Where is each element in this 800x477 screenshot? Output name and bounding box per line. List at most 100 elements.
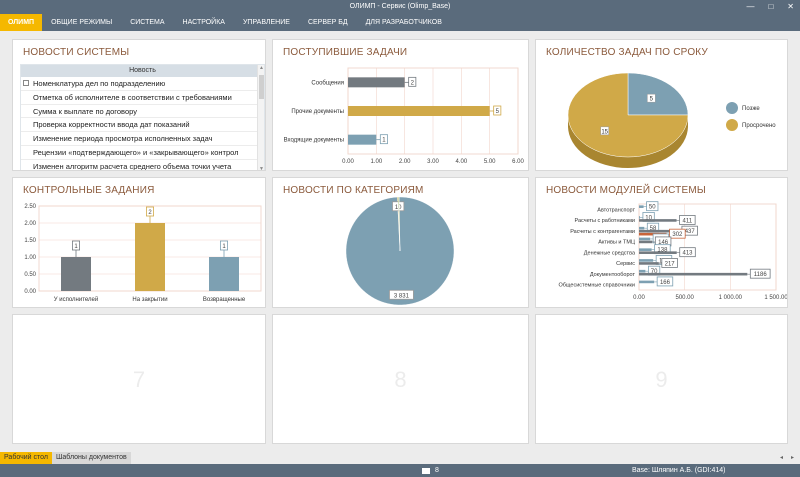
data-label-box [647, 93, 656, 103]
panel-title: НОВОСТИ СИСТЕМЫ [23, 47, 130, 58]
category-label: На закрытии [132, 297, 167, 303]
data-label-box [600, 126, 609, 136]
category-label: Прочие документы [291, 109, 344, 115]
data-label-box [379, 134, 388, 145]
bar [639, 216, 640, 219]
current-user: Base: Шляпин А.Б. (GDI:414) [632, 467, 726, 474]
category-label: Общесистемные справочники [559, 283, 636, 289]
data-label-box [72, 240, 81, 251]
category-label: Расчеты с контрагентами [570, 229, 635, 235]
news-row-text: Рецензии «подтверждающего» и «закрывающе… [33, 147, 239, 157]
panel-number: 8 [394, 367, 407, 392]
data-label-box [669, 228, 686, 239]
news-row[interactable]: Изменение периода просмотра исполненных … [21, 132, 264, 146]
mail-icon[interactable] [422, 467, 430, 474]
news-row-text: Проверка корректности ввода дат показани… [33, 120, 190, 130]
data-label: 1 [74, 244, 78, 250]
close-icon[interactable]: ✕ [787, 2, 794, 11]
pie-side [568, 115, 688, 168]
news-row-text: Изменен алгоритм расчета среднего объема… [33, 161, 232, 171]
category-label: Автотранспорт [597, 207, 635, 213]
news-by-category-panel: НОВОСТИ ПО КАТЕГОРИЯМ 3 831 10 [272, 177, 529, 308]
data-label: 138 [657, 248, 668, 254]
scroll-up-icon[interactable]: ▲ [259, 65, 264, 71]
data-label: 1 [222, 244, 226, 250]
bar [639, 272, 748, 276]
news-row[interactable]: Рецензии «подтверждающего» и «закрывающе… [21, 146, 264, 160]
news-row[interactable]: Отметка об исполнителе в соответствии с … [21, 91, 264, 105]
data-label: 2 [411, 80, 415, 86]
news-scrollbar[interactable]: ▲ ▼ [257, 65, 264, 171]
news-row[interactable]: Сумма к выплате по договору [21, 105, 264, 119]
news-row[interactable]: Изменен алгоритм расчета среднего объема… [21, 160, 264, 171]
tab-desktop[interactable]: Рабочий стол [0, 452, 52, 464]
data-label: 15 [601, 129, 608, 135]
news-row[interactable]: Проверка корректности ввода дат показани… [21, 118, 264, 133]
pie-slice [398, 196, 401, 252]
y-tick-label: 2.50 [24, 204, 36, 210]
empty-panel-7[interactable]: 7 [12, 314, 266, 444]
checkbox-icon[interactable] [23, 80, 29, 86]
category-label: Сервис [616, 261, 635, 267]
maximize-icon[interactable]: □ [768, 2, 774, 11]
menu-item-settings[interactable]: НАСТРОЙКА [182, 19, 225, 26]
data-label-box [749, 268, 771, 279]
news-column-header[interactable]: Новость [21, 65, 264, 77]
legend-label: Просрочено [742, 123, 776, 129]
scrollbar-thumb[interactable] [259, 75, 264, 99]
control-tasks-panel: КОНТРОЛЬНЫЕ ЗАДАНИЯ 0.00 0.50 1.00 1.50 2.00… [12, 177, 266, 308]
y-tick-label: 1.00 [24, 255, 36, 261]
menu-item-system[interactable]: СИСТЕМА [130, 19, 165, 26]
scroll-down-icon[interactable]: ▼ [259, 166, 264, 171]
panel-number: 7 [132, 367, 146, 392]
bar [639, 237, 651, 241]
window-controls: — □ ✕ [746, 0, 794, 14]
control-tasks-chart: 0.00 0.50 1.00 1.50 2.00 2.50 1 У исполнителей 2… [24, 204, 262, 303]
x-tick-label: 0.00 [633, 295, 645, 301]
bar [639, 280, 655, 284]
x-tick-label: 5.00 [484, 159, 496, 165]
data-label: 70 [651, 269, 658, 275]
bar [209, 257, 239, 291]
data-label: 437 [685, 229, 696, 235]
y-tick-label: 0.50 [24, 272, 36, 278]
menu-item-general-modes[interactable]: ОБЩИЕ РЕЖИМЫ [51, 19, 113, 26]
tab-navigation: ◂ ▸ [780, 452, 794, 464]
x-tick-label: 1 500.00 [764, 295, 788, 301]
empty-panel-9[interactable]: 9 [535, 314, 788, 444]
category-label: Возвращенные [203, 297, 246, 303]
y-tick-label: 1.50 [24, 238, 36, 244]
menu-item-olimp[interactable]: ОЛИМП [0, 14, 43, 31]
x-tick-label: 1 000.00 [719, 295, 743, 301]
x-tick-label: 0.00 [342, 159, 354, 165]
menu-item-management[interactable]: УПРАВЛЕНИЕ [242, 19, 290, 26]
data-label: 302 [672, 232, 683, 238]
tab-prev-icon[interactable]: ◂ [779, 455, 783, 461]
legend-label: Позже [742, 106, 760, 112]
news-row[interactable]: Номенклатура дел по подразделению [21, 77, 264, 91]
tab-document-templates[interactable]: Шаблоны документов [51, 452, 131, 464]
data-label-box [219, 240, 228, 251]
tab-next-icon[interactable]: ▸ [790, 455, 794, 461]
tasks-by-deadline-chart: 5 15 Позже Просрочено [567, 72, 776, 168]
minimize-icon[interactable]: — [746, 2, 755, 11]
module-news-chart: 0.00 500.00 1 000.00 1 500.00 Автотранспорт 5… [559, 201, 788, 301]
data-label-box [679, 247, 696, 258]
panel-title: КОНТРОЛЬНЫЕ ЗАДАНИЯ [23, 185, 155, 196]
panel-title: ПОСТУПИВШИЕ ЗАДАЧИ [283, 47, 408, 58]
bar [135, 223, 165, 291]
panel-title: НОВОСТИ ПО КАТЕГОРИЯМ [283, 185, 424, 196]
menu-item-db-server[interactable]: СЕРВЕР БД [307, 19, 348, 26]
menu-item-developers[interactable]: ДЛЯ РАЗРАБОТЧИКОВ [365, 19, 442, 26]
bar [639, 262, 659, 265]
data-label: 2 [148, 210, 152, 216]
empty-panel-8[interactable]: 8 [272, 314, 529, 444]
bar [639, 259, 654, 262]
data-label-box [646, 201, 659, 212]
y-tick-label: 0.00 [24, 289, 36, 295]
window-titlebar: ОЛИМП - Сервис (Olimp_Base) — □ ✕ [0, 0, 800, 14]
data-label: 10 [645, 215, 652, 221]
panel-title: НОВОСТИ МОДУЛЕЙ СИСТЕМЫ [546, 185, 706, 196]
mail-status[interactable]: 8 [422, 464, 439, 477]
